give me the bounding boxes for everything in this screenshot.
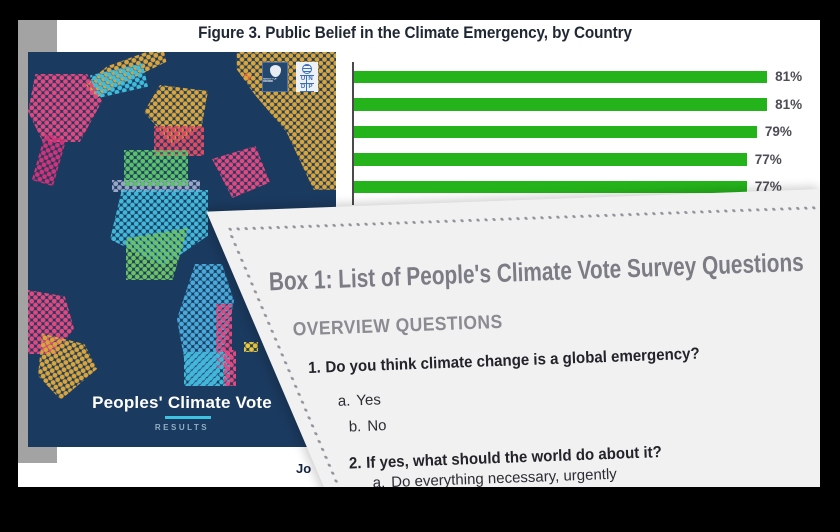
map-cluster-australia-east bbox=[224, 350, 236, 386]
bar-chart: 81% 81% 79% 77% 77% bbox=[352, 62, 802, 208]
map-cluster-island bbox=[244, 342, 258, 352]
bar-value-label: 81% bbox=[775, 69, 803, 84]
map-cluster-africa-north bbox=[124, 150, 188, 186]
map-cluster-canada bbox=[89, 63, 149, 99]
figure-title: Figure 3. Public Belief in the Climate E… bbox=[100, 23, 730, 43]
survey-box-card: Box 1: List of People's Climate Vote Sur… bbox=[206, 189, 840, 532]
bar bbox=[354, 153, 747, 166]
option-text: No bbox=[366, 417, 387, 435]
question-1: 1. Do you think climate change is a globa… bbox=[308, 339, 840, 378]
bar bbox=[354, 98, 768, 111]
bar-row: 81% bbox=[354, 98, 802, 111]
bar bbox=[354, 70, 768, 83]
option-text: Yes bbox=[356, 391, 382, 410]
cover-title: Peoples' Climate Vote bbox=[92, 393, 272, 412]
bar-value-label: 79% bbox=[764, 124, 792, 140]
section-header: OVERVIEW QUESTIONS bbox=[292, 311, 504, 341]
cover-subtitle: RESULTS bbox=[154, 423, 210, 432]
letterbox-left bbox=[0, 0, 18, 532]
chart-axis-line bbox=[352, 62, 354, 205]
partial-hidden-text: Jo bbox=[296, 461, 312, 476]
figure-title-text: Figure 3. Public Belief in the Climate E… bbox=[198, 23, 632, 42]
bar-value-label: 81% bbox=[775, 96, 803, 112]
bar-row: 81% bbox=[354, 69, 803, 84]
map-cluster-central-america bbox=[31, 133, 67, 187]
box-heading: Box 1: List of People's Climate Vote Sur… bbox=[268, 246, 805, 297]
bar bbox=[354, 180, 747, 194]
question-number: 1. bbox=[307, 359, 322, 377]
survey-box-content: Box 1: List of People's Climate Vote Sur… bbox=[206, 189, 840, 494]
letterbox-right bbox=[820, 0, 840, 532]
question-number: 2. bbox=[348, 455, 362, 473]
letterbox-top bbox=[0, 0, 840, 20]
bar-rows: 81% 81% 79% 77% 77% bbox=[354, 62, 802, 193]
option-letter: b. bbox=[348, 418, 362, 436]
map-cluster-arabia bbox=[212, 146, 270, 198]
map-cluster-australia bbox=[184, 352, 230, 386]
option-letter: a. bbox=[337, 392, 351, 410]
map-cluster-north-america bbox=[28, 74, 102, 142]
bar-row: 79% bbox=[354, 124, 802, 140]
question-text: Do you think climate change is a global … bbox=[325, 345, 700, 377]
cover-title-underline bbox=[165, 416, 211, 419]
letterbox-bottom bbox=[0, 487, 840, 532]
un-emblem-icon bbox=[302, 64, 312, 74]
oxford-logo-label: UNIVERSITY OF OXFORD bbox=[262, 78, 278, 84]
bar-row: 77% bbox=[354, 153, 802, 166]
university-of-oxford-logo: UNIVERSITY OF OXFORD bbox=[262, 62, 288, 92]
bar-value-label: 77% bbox=[754, 151, 782, 167]
bar bbox=[354, 125, 757, 139]
oxford-crest-icon bbox=[269, 65, 281, 77]
